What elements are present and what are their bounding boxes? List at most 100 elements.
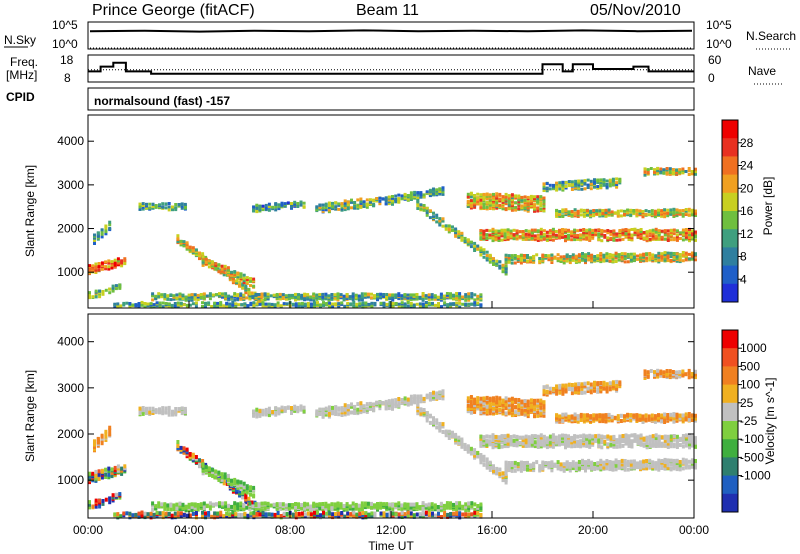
power-cell bbox=[632, 209, 636, 212]
power-cell bbox=[599, 181, 603, 185]
power-cell bbox=[526, 209, 530, 213]
power-cell bbox=[586, 178, 590, 182]
power-cell bbox=[422, 195, 426, 199]
velocity-cell bbox=[158, 514, 162, 519]
power-cell bbox=[143, 302, 147, 305]
velocity-cell bbox=[178, 501, 182, 506]
velocity-cell bbox=[482, 396, 486, 401]
power-cell bbox=[576, 212, 580, 216]
power-cell bbox=[391, 195, 394, 198]
power-cell bbox=[299, 200, 303, 204]
power-cell bbox=[526, 254, 529, 257]
velocity-cell bbox=[507, 400, 511, 405]
velocity-cell bbox=[378, 403, 382, 408]
power-cell bbox=[370, 301, 374, 305]
power-cell bbox=[187, 298, 191, 302]
power-cell bbox=[675, 208, 679, 212]
power-cell bbox=[610, 212, 614, 215]
velocity-cell bbox=[533, 440, 537, 445]
power-cell bbox=[654, 236, 658, 240]
power-cell bbox=[365, 205, 369, 209]
power-cell bbox=[201, 258, 205, 262]
freq-line bbox=[88, 61, 694, 75]
power-cell bbox=[357, 294, 361, 298]
velocity-cell bbox=[274, 406, 278, 411]
power-cell bbox=[621, 237, 625, 241]
power-cell bbox=[400, 305, 404, 309]
power-cell bbox=[412, 296, 416, 300]
power-cell bbox=[526, 199, 530, 203]
velocity-cell bbox=[406, 514, 410, 519]
velocity-cell bbox=[346, 409, 350, 414]
power-cell bbox=[657, 260, 661, 264]
velocity-cell bbox=[161, 406, 165, 411]
velocity-cell bbox=[409, 400, 413, 405]
power-cell bbox=[366, 292, 370, 296]
power-cell bbox=[635, 208, 639, 212]
velocity-cell bbox=[370, 514, 374, 519]
power-cell bbox=[239, 274, 243, 278]
velocity-cell bbox=[188, 513, 192, 518]
velocity-cell bbox=[419, 396, 423, 401]
power-cell bbox=[641, 210, 645, 213]
power-cell bbox=[373, 301, 377, 305]
velocity-cell bbox=[361, 511, 365, 515]
power-cell bbox=[694, 252, 697, 256]
power-cell bbox=[110, 260, 114, 264]
power-cell bbox=[422, 207, 426, 211]
power-cell bbox=[629, 252, 633, 256]
velocity-cell bbox=[364, 513, 368, 518]
power-cell bbox=[384, 198, 388, 202]
power-cell bbox=[596, 255, 600, 259]
power-cell bbox=[660, 214, 664, 218]
power-cell bbox=[346, 203, 350, 207]
power-cell bbox=[365, 198, 369, 202]
power-cell bbox=[247, 289, 251, 293]
velocity-cell bbox=[284, 507, 288, 512]
velocity-cell bbox=[406, 397, 410, 402]
velocity-cell bbox=[261, 510, 265, 515]
power-cell bbox=[598, 209, 602, 213]
power-cell bbox=[532, 260, 536, 264]
velocity-cell bbox=[97, 469, 101, 474]
power-cell bbox=[542, 232, 546, 236]
power-cell bbox=[458, 301, 462, 305]
power-cell bbox=[510, 261, 514, 265]
power-cell bbox=[485, 205, 489, 209]
power-cell bbox=[455, 296, 459, 300]
power-cell bbox=[379, 301, 383, 305]
velocity-cell bbox=[527, 435, 531, 440]
power-cell bbox=[179, 239, 183, 243]
power-cell bbox=[495, 192, 499, 196]
velocity-cell bbox=[155, 510, 159, 515]
power-cell bbox=[570, 182, 574, 186]
power-cell bbox=[636, 235, 640, 239]
power-cell bbox=[419, 193, 423, 197]
power-cell bbox=[100, 231, 104, 235]
power-cell bbox=[415, 302, 419, 306]
power-cell bbox=[591, 232, 595, 236]
power-cell bbox=[111, 284, 115, 288]
power-cell bbox=[665, 170, 669, 174]
power-cell bbox=[532, 254, 536, 258]
velocity-cell bbox=[364, 511, 368, 516]
velocity-cell bbox=[201, 510, 204, 515]
power-cell bbox=[657, 208, 660, 212]
velocity-cell bbox=[482, 462, 486, 467]
velocity-cell bbox=[507, 402, 511, 407]
velocity-cell bbox=[501, 478, 505, 483]
velocity-cell bbox=[482, 410, 486, 415]
power-cell bbox=[561, 214, 565, 218]
velocity-cell bbox=[238, 489, 242, 494]
power-cell bbox=[604, 208, 608, 212]
velocity-cell bbox=[419, 407, 423, 412]
power-cell bbox=[687, 213, 691, 217]
power-cell bbox=[233, 292, 237, 296]
power-cell bbox=[315, 205, 319, 209]
velocity-cell bbox=[353, 410, 357, 415]
power-cell bbox=[545, 182, 549, 186]
power-cell bbox=[608, 253, 612, 257]
velocity-cell bbox=[242, 502, 246, 507]
power-cell bbox=[627, 230, 631, 234]
velocity-cell bbox=[222, 478, 226, 483]
